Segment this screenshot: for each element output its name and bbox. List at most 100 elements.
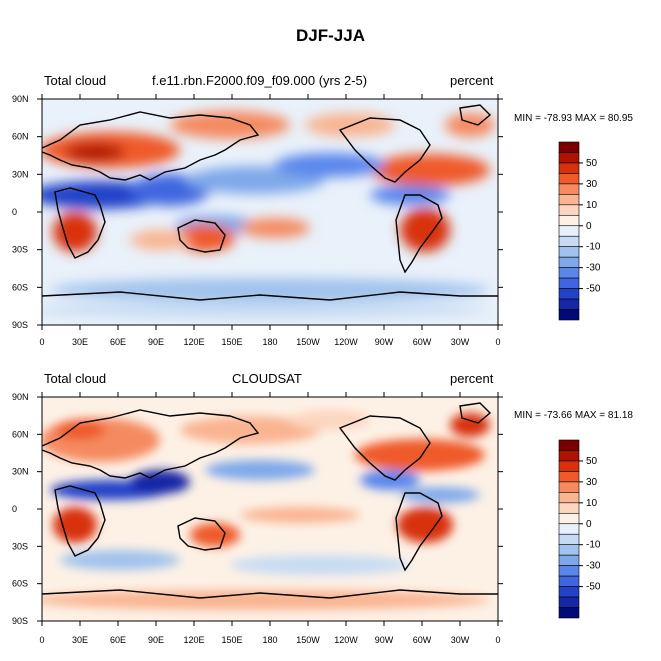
axes-layer: 90N 60N 30N 0 30S 60S 90S 0 30E 60E 90E 120E 150E 180… — [12, 94, 503, 645]
panel1-map — [41, 98, 499, 326]
panel1-axes: 90N 60N 30N 0 30S 60S 90S 0 30E 60E 90E 120E 150E 180… — [12, 94, 503, 347]
panel1-right-label: percent — [450, 73, 494, 88]
lat-label: 30S — [12, 245, 28, 255]
colorbar-swatch — [558, 152, 580, 164]
lat-label: 90N — [12, 94, 29, 104]
colorbar-label: -50 — [586, 284, 601, 295]
lat-label: 60S — [12, 282, 28, 292]
colorbar-swatch — [558, 523, 580, 535]
colorbar-swatch — [558, 512, 580, 525]
lat-label: 90S — [12, 320, 28, 330]
lon-label: 30E — [72, 635, 88, 645]
colorbar-label: 0 — [586, 519, 592, 530]
lat-label: 60N — [12, 132, 29, 142]
colorbar-swatch — [558, 246, 580, 258]
lon-label: 60E — [110, 635, 126, 645]
colorbar-swatch — [558, 235, 580, 248]
colorbar-swatch — [558, 173, 580, 185]
colorbar-swatch — [558, 277, 580, 289]
colorbar-swatch — [558, 607, 580, 619]
colorbar-swatch — [558, 596, 580, 608]
colorbar-swatch — [558, 502, 580, 514]
panel1-coastlines — [42, 104, 498, 301]
lon-label: 90E — [148, 337, 164, 347]
lon-label: 0 — [495, 337, 500, 347]
lon-label: 60E — [110, 337, 126, 347]
lat-label: 30S — [12, 541, 28, 551]
colorbar-label: 30 — [586, 477, 598, 488]
colorbar-swatch — [558, 586, 580, 598]
lat-label: 0 — [12, 207, 17, 217]
colorbar-swatch — [558, 309, 580, 321]
colorbar-label: 10 — [586, 200, 598, 211]
lat-label: 60N — [12, 429, 29, 439]
colorbar-swatch — [558, 554, 580, 566]
colorbar-swatch — [558, 225, 580, 237]
lon-label: 150W — [296, 635, 320, 645]
colorbar-label: -10 — [586, 242, 601, 253]
colorbar-swatch — [558, 481, 580, 493]
panel1-center-label: f.e11.rbn.F2000.f09_f09.000 (yrs 2-5) — [152, 73, 368, 88]
lon-label: 120E — [183, 337, 204, 347]
lon-label: 0 — [39, 337, 44, 347]
colorbar-label: -30 — [586, 561, 601, 572]
colorbar-swatch — [558, 298, 580, 310]
panel2-map — [41, 396, 499, 622]
lat-label: 90S — [12, 616, 28, 626]
lon-label: 120W — [334, 337, 358, 347]
lat-label: 60S — [12, 579, 28, 589]
lon-label: 90W — [375, 635, 394, 645]
lat-label: 30N — [12, 467, 29, 477]
lon-label: 120E — [183, 635, 204, 645]
lat-label: 0 — [12, 504, 17, 514]
colorbar-label: -10 — [586, 540, 601, 551]
colorbar-label: 10 — [586, 498, 598, 509]
colorbar-swatch — [558, 256, 580, 268]
colorbar-swatch — [558, 533, 580, 546]
colorbar-swatch — [558, 439, 580, 451]
colorbar-swatch — [558, 492, 580, 504]
colorbar-swatch — [558, 204, 580, 216]
colorbar-swatch — [558, 288, 580, 300]
lon-label: 30E — [72, 337, 88, 347]
panel2-left-label: Total cloud — [44, 371, 107, 386]
colorbar-label: -50 — [586, 582, 601, 593]
colorbar-swatch — [558, 575, 580, 587]
colorbar-label: 0 — [586, 221, 592, 232]
colorbars: 50 30 10 0 -10 -30 -50 50 30 10 0 -10 -30 -50 — [558, 141, 601, 619]
colorbar-swatch — [558, 267, 580, 279]
lon-label: 150W — [296, 337, 320, 347]
panel1-left-label: Total cloud — [44, 73, 107, 88]
lon-label: 180 — [262, 635, 277, 645]
colorbar-label: -30 — [586, 263, 601, 274]
lon-label: 0 — [39, 635, 44, 645]
lon-label: 60W — [413, 337, 432, 347]
colorbar-1: 50 30 10 0 -10 -30 -50 — [558, 141, 601, 321]
lon-label: 180 — [262, 337, 277, 347]
colorbar-label: 50 — [586, 456, 598, 467]
colorbar-label: 30 — [586, 179, 598, 190]
lon-label: 90E — [148, 635, 164, 645]
lon-label: 90W — [375, 337, 394, 347]
lon-label: 30W — [451, 635, 470, 645]
colorbar-swatch — [558, 460, 580, 472]
panel2-right-label: percent — [450, 371, 494, 386]
panel2-field — [42, 410, 490, 610]
colorbar-swatch — [558, 194, 580, 206]
colorbar-swatch — [558, 162, 580, 174]
colorbar-swatch — [558, 183, 580, 195]
panel2-min-max: MIN = -73.66 MAX = 81.18 — [514, 410, 633, 421]
lon-label: 150E — [221, 337, 242, 347]
lat-label: 30N — [12, 169, 29, 179]
lon-label: 120W — [334, 635, 358, 645]
colorbar-label: 50 — [586, 158, 598, 169]
figure-title: DJF-JJA — [296, 26, 365, 45]
panel1-min-max: MIN = -78.93 MAX = 80.95 — [514, 113, 633, 124]
colorbar-swatch — [558, 450, 580, 462]
panel2-coastlines — [42, 402, 498, 599]
colorbar-2: 50 30 10 0 -10 -30 -50 — [558, 439, 601, 619]
colorbar-swatch — [558, 214, 580, 227]
lon-label: 0 — [495, 635, 500, 645]
colorbar-swatch — [558, 544, 580, 556]
